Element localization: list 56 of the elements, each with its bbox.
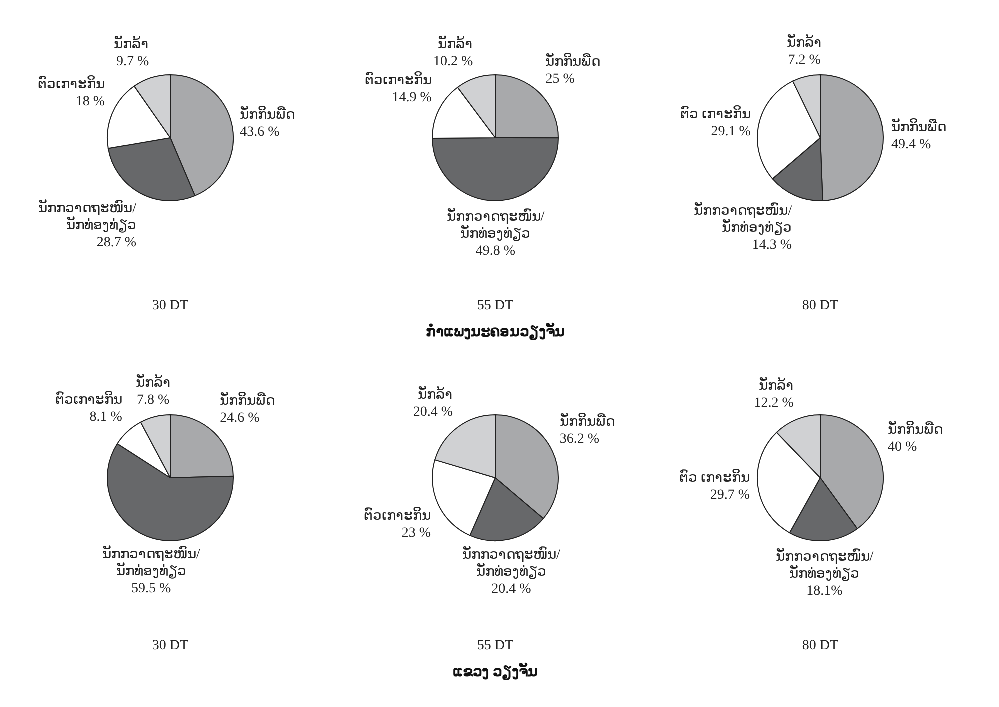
slice-label: ນັກກິນພືດ	[546, 52, 601, 70]
data-label: 49.8 %	[476, 244, 516, 259]
slice-label: ນັກກິນພືດ	[888, 421, 944, 438]
slice-label: ນັກກວາດຖະໜົນ/ນັກທ່ອງທ່ຽວ	[38, 199, 137, 234]
text: ກຳແພງນະຄອນວຽງຈັນ	[426, 322, 565, 340]
data-label: 20.4 %	[413, 405, 454, 420]
data-label: 23 %	[402, 526, 432, 541]
data-label: 49.4 %	[891, 138, 932, 153]
slice-label: ນັກກວາດຖະໜົນ/ນັກທ່ອງທ່ຽວ	[446, 208, 545, 242]
data-label: 29.7 %	[710, 488, 750, 504]
data-label: 18.1%	[806, 584, 844, 599]
data-label: 7.8 %	[136, 393, 170, 408]
slice-label: ນັກກວາດຖະໜົນ/ນັກທ່ອງທ່ຽວ	[694, 202, 792, 236]
slice-label: ນັກກວາດຖະໜົນ/ນັກທ່ອງທ່ຽວ	[776, 548, 874, 582]
text: 55 DT	[477, 298, 514, 314]
slice-label: ນັກລ້າ	[438, 36, 474, 53]
data-label: 10.2 %	[433, 54, 474, 70]
text: ແຂວງ ວຽງຈັນ	[453, 662, 538, 680]
data-label: 9.7 %	[116, 54, 150, 70]
slice-label: ຕົວເກາະກິນ	[55, 390, 122, 408]
slice-label: ນັກກວາດຖະໜົນ/ນັກທ່ອງທ່ຽວ	[462, 546, 560, 580]
data-label: 40 %	[888, 440, 918, 456]
slice-label: ຕົວເກາະກິນ	[364, 506, 432, 524]
slice-label: ນັກລ້າ	[136, 374, 171, 392]
text: 80 DT	[802, 298, 840, 314]
data-label: 20.4 %	[492, 582, 532, 598]
data-label: 12.2 %	[754, 396, 794, 412]
slice-label: ນັກກິນພືດ	[891, 118, 946, 136]
slice-label: ນັກລ້າ	[758, 377, 794, 394]
text: 80 DT	[802, 638, 840, 654]
data-label: 25 %	[546, 72, 576, 87]
data-label: 29.1 %	[711, 124, 752, 140]
slice-label: ນັກລ້າ	[418, 386, 454, 404]
slice-label: ຕົວ ເກາະກິນ	[680, 469, 750, 486]
text: 30 DT	[152, 298, 190, 314]
slice-label: ນັກກິນພືດ	[240, 106, 296, 123]
data-label: 14.3 %	[752, 238, 792, 254]
slice-label: ຕົວເກາະກິນ	[38, 76, 105, 93]
data-label: 7.2 %	[788, 52, 822, 68]
slice-label: ນັກກິນພືດ	[560, 413, 615, 430]
data-label: 43.6 %	[240, 124, 280, 140]
data-label: 36.2 %	[560, 432, 600, 448]
slice-label: ນັກລ້າ	[787, 34, 822, 51]
data-label: 18 %	[76, 94, 106, 110]
data-label: 24.6 %	[220, 411, 260, 426]
slice-label: ຕົວ ເກາະກິນ	[680, 106, 751, 123]
slice-label: ນັກລ້າ	[114, 35, 150, 52]
slice-label: ນັກກິນພືດ	[220, 392, 276, 410]
slice-label: ນັກກວາດຖະໜົນ/ນັກທ່ອງທ່ຽວ	[102, 545, 200, 580]
data-label: 59.5 %	[132, 581, 172, 596]
data-label: 8.1 %	[90, 410, 123, 425]
text: 30 DT	[152, 638, 190, 654]
text: 55 DT	[477, 638, 514, 654]
slice-label: ຕົວເກາະກິນ	[364, 71, 432, 88]
data-label: 14.9 %	[392, 90, 432, 106]
data-label: 28.7 %	[96, 235, 137, 250]
